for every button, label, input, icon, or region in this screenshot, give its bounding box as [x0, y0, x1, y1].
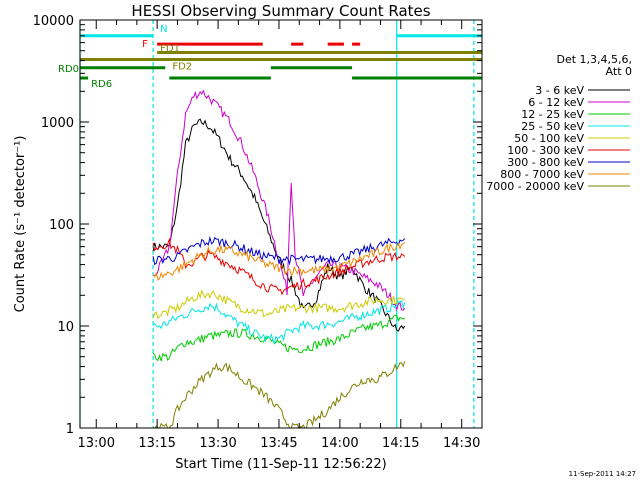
x-tick-label: 13:45: [260, 436, 297, 451]
series-line-2: [152, 314, 406, 362]
y-tick-label: 10000: [33, 14, 74, 29]
x-tick-label: 14:15: [382, 436, 419, 451]
flag-label-f: F: [142, 39, 148, 50]
y-tick-label: 100: [49, 218, 74, 233]
series-line-4: [152, 289, 406, 320]
chart-title: HESSI Observing Summary Count Rates: [131, 2, 430, 20]
y-tick-label: 10: [57, 320, 74, 335]
x-tick-label: 13:00: [78, 436, 115, 451]
series-line-6: [152, 235, 406, 266]
legend-header: Det 1,3,4,5,6,: [556, 53, 632, 66]
flag-label-n: N: [160, 24, 167, 35]
legend-label: 6 - 12 keV: [528, 96, 584, 109]
legend-label: 7000 - 20000 keV: [486, 180, 584, 193]
axis-layer: [79, 19, 483, 429]
x-tick-label: 13:15: [138, 436, 175, 451]
flag-label-rd0: RD0: [58, 64, 79, 75]
flag-label-fd1: FD1: [160, 44, 180, 55]
series-line-1: [153, 89, 406, 312]
legend-label: 25 - 50 keV: [521, 120, 584, 133]
plot-frame: [79, 19, 483, 429]
series-line-3: [152, 300, 406, 345]
legend-label: 300 - 800 keV: [507, 156, 584, 169]
legend-label: 100 - 300 keV: [507, 144, 584, 157]
series-line-8: [153, 361, 406, 428]
legend-label: 12 - 25 keV: [521, 108, 584, 121]
text-layer: N F FD1 FD2 RD0 RD6 1 10 100 1000 10000 13:00 13:15 1…: [13, 2, 636, 478]
plot-layer: [79, 20, 482, 428]
x-tick-label: 14:00: [321, 436, 358, 451]
flag-label-fd2: FD2: [172, 61, 192, 72]
legend-label: 50 - 100 keV: [514, 132, 584, 145]
legend-label: 800 - 7000 keV: [500, 168, 584, 181]
x-tick-label: 14:30: [443, 436, 480, 451]
y-tick-label: 1: [66, 422, 74, 437]
series-line-5: [152, 237, 406, 296]
x-tick-label: 13:30: [199, 436, 236, 451]
y-axis-label: Count Rate (s⁻¹ detector⁻¹): [13, 136, 28, 313]
flag-label-rd6: RD6: [91, 79, 112, 90]
timestamp: 11-Sep-2011 14:27: [569, 470, 636, 478]
x-axis-label: Start Time (11-Sep-11 12:56:22): [175, 457, 386, 472]
legend-label: 3 - 6 keV: [535, 84, 584, 97]
y-tick-label: 1000: [41, 116, 74, 131]
series-line-7: [152, 242, 406, 281]
legend-header: Att 0: [606, 65, 632, 78]
